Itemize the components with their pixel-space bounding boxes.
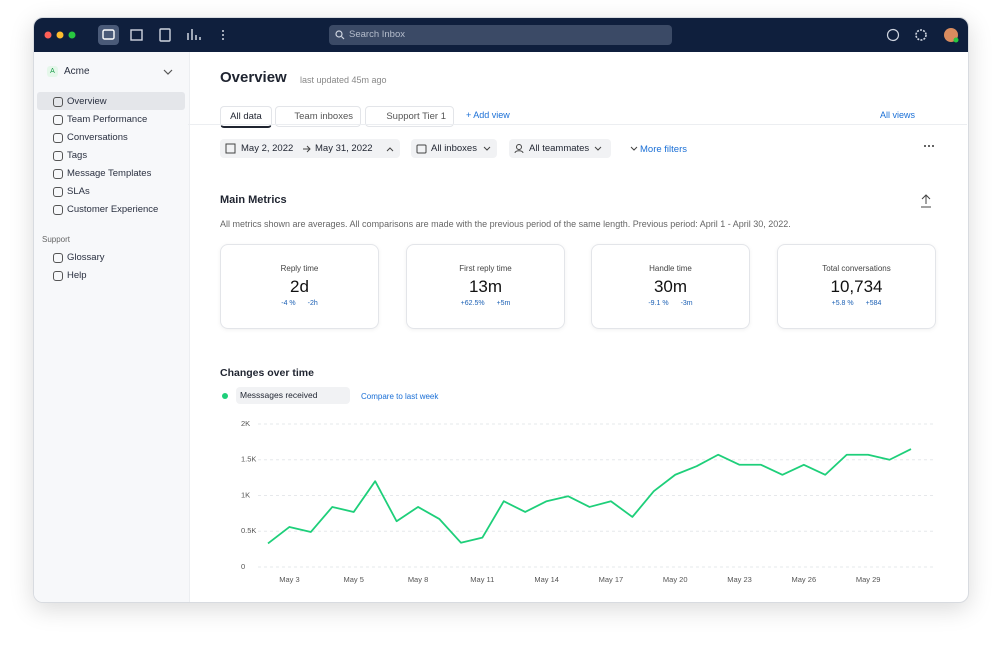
search-placeholder: Search Inbox bbox=[349, 29, 405, 40]
nav-item[interactable]: SLAs bbox=[67, 186, 90, 197]
metric-value: 10,734 bbox=[830, 277, 883, 296]
nav-item[interactable]: Customer Experience bbox=[67, 204, 159, 215]
page-title: Overview bbox=[220, 69, 287, 86]
nav-icon bbox=[53, 205, 63, 215]
nav-item[interactable]: Tags bbox=[67, 150, 88, 161]
y-tick-label: 0 bbox=[241, 562, 245, 571]
y-tick-label: 1.5K bbox=[241, 455, 256, 464]
tab[interactable]: Support Tier 1 bbox=[365, 106, 454, 127]
metric-value: 13m bbox=[468, 277, 503, 296]
metric-label: Handle time bbox=[649, 264, 692, 273]
change-delta: -3m bbox=[680, 300, 693, 307]
metric-card: Handle time 30m -9.1 % -3m bbox=[591, 244, 750, 329]
add-view[interactable]: + Add view bbox=[466, 110, 510, 120]
nav-icon bbox=[53, 133, 63, 143]
nav-item[interactable]: Glossary bbox=[67, 252, 105, 263]
metrics-note: All metrics shown are averages. All comp… bbox=[220, 219, 791, 229]
nav-icon bbox=[53, 115, 63, 125]
nav-icon bbox=[53, 271, 63, 281]
filter-label: All teammates bbox=[529, 143, 590, 154]
series-dot bbox=[222, 393, 228, 399]
more-filters[interactable]: More filters bbox=[640, 144, 687, 155]
metric-card: First reply time 13m +62.5% +5m bbox=[406, 244, 565, 329]
metric-change: -4 % -2h bbox=[221, 300, 378, 307]
nav-icon bbox=[53, 169, 63, 179]
compare-link[interactable]: Compare to last week bbox=[361, 392, 439, 401]
chevron bbox=[163, 69, 173, 75]
metric-label: First reply time bbox=[459, 264, 512, 273]
series-name: Messsages received bbox=[240, 390, 318, 400]
start-date: May 2, 2022 bbox=[241, 143, 294, 154]
tab[interactable]: Team inboxes bbox=[275, 106, 361, 127]
top-right-icons bbox=[886, 28, 959, 43]
search-box[interactable]: Search Inbox bbox=[329, 25, 672, 45]
search-icon bbox=[335, 30, 345, 40]
y-tick-label: 1K bbox=[241, 490, 250, 499]
nav-item[interactable]: Message Templates bbox=[67, 168, 152, 179]
x-tick-label: May 17 bbox=[599, 575, 624, 584]
filter-label: All inboxes bbox=[431, 143, 477, 154]
metric-card: Total conversations 10,734 +5.8 % +584 bbox=[777, 244, 936, 329]
updated-label: last updated 45m ago bbox=[300, 75, 387, 85]
metric-change: +5.8 % +584 bbox=[778, 300, 935, 307]
x-tick-label: May 3 bbox=[279, 575, 299, 584]
nav-icon bbox=[53, 187, 63, 197]
tab[interactable]: All data bbox=[220, 106, 272, 128]
end-date: May 31, 2022 bbox=[315, 143, 373, 154]
metric-value: 2d bbox=[290, 277, 309, 296]
nav-item[interactable]: Conversations bbox=[67, 132, 128, 143]
tab-label: Team inboxes bbox=[294, 111, 353, 122]
x-tick-label: May 11 bbox=[470, 575, 494, 584]
tab-label: Support Tier 1 bbox=[386, 111, 446, 122]
change-percent: -4 % bbox=[281, 300, 296, 307]
metric-change: +62.5% +5m bbox=[407, 300, 564, 307]
workspace-badge: A bbox=[47, 66, 58, 77]
nav-item[interactable]: Help bbox=[67, 270, 87, 281]
metric-select[interactable]: Messsages received bbox=[236, 387, 350, 404]
nav-item[interactable]: Team Performance bbox=[67, 114, 148, 125]
x-tick-label: May 26 bbox=[792, 575, 817, 584]
nav-icon bbox=[53, 253, 63, 263]
metric-card: Reply time 2d -4 % -2h bbox=[220, 244, 379, 329]
change-percent: +62.5% bbox=[460, 300, 485, 307]
sidebar bbox=[34, 52, 190, 602]
y-tick-label: 0.5K bbox=[241, 526, 256, 535]
change-percent: +5.8 % bbox=[831, 300, 854, 307]
x-tick-label: May 8 bbox=[408, 575, 428, 584]
y-tick-label: 2K bbox=[241, 419, 250, 428]
data-line bbox=[267, 448, 912, 545]
chart-title: Changes over time bbox=[220, 367, 314, 379]
x-tick-label: May 14 bbox=[534, 575, 559, 584]
x-tick-label: May 5 bbox=[344, 575, 364, 584]
nav-icon bbox=[53, 97, 63, 107]
export-icon[interactable] bbox=[920, 194, 932, 208]
metric-label: Total conversations bbox=[822, 264, 891, 273]
change-delta: +5m bbox=[496, 300, 511, 307]
x-tick-label: May 20 bbox=[663, 575, 688, 584]
change-delta: -2h bbox=[307, 300, 318, 307]
divider bbox=[188, 124, 967, 125]
toolbar-icons bbox=[44, 25, 224, 45]
section-title: Main Metrics bbox=[220, 194, 287, 206]
metric-change: -9.1 % -3m bbox=[592, 300, 749, 307]
workspace-name[interactable]: Acme bbox=[64, 66, 90, 77]
filter-icons bbox=[225, 143, 934, 154]
section-label: Support bbox=[42, 235, 71, 244]
x-tick-label: May 29 bbox=[856, 575, 881, 584]
active-item-bg bbox=[37, 92, 185, 110]
metric-label: Reply time bbox=[280, 264, 319, 273]
all-views[interactable]: All views bbox=[880, 110, 916, 120]
change-percent: -9.1 % bbox=[648, 300, 669, 307]
x-tick-label: May 23 bbox=[727, 575, 752, 584]
teammate-filter[interactable]: All teammates bbox=[509, 139, 611, 158]
top-bar: Search Inbox bbox=[34, 18, 968, 52]
nav-item[interactable]: Overview bbox=[67, 96, 107, 107]
change-delta: +584 bbox=[865, 300, 882, 307]
nav-icon bbox=[53, 151, 63, 161]
metric-value: 30m bbox=[653, 277, 688, 296]
inbox-filter[interactable]: All inboxes bbox=[411, 139, 497, 158]
